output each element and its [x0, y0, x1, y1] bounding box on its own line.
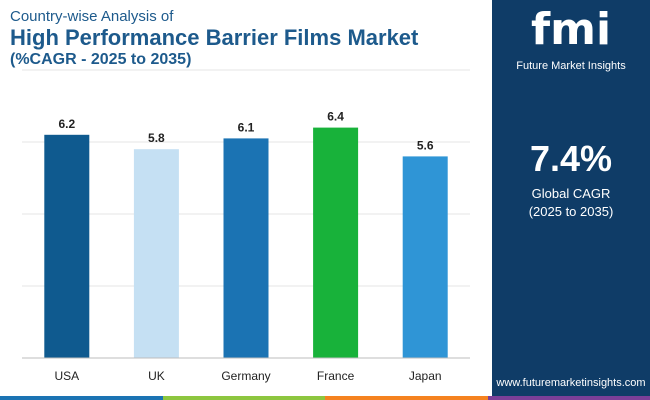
strip-segment-1 — [0, 396, 163, 400]
x-tick-label-usa: USA — [54, 369, 79, 383]
data-label-uk: 5.8 — [148, 131, 165, 145]
bar-germany — [223, 138, 269, 358]
fmi-logo: fmi Future Market Insights — [492, 0, 650, 80]
bar-japan — [402, 156, 448, 358]
chart-header: Country-wise Analysis of High Performanc… — [10, 7, 418, 70]
data-label-germany: 6.1 — [238, 120, 255, 134]
strip-segment-4 — [487, 396, 650, 400]
chart-title: High Performance Barrier Films Market — [10, 25, 419, 50]
logo-letters: fmi — [530, 4, 612, 55]
x-tick-label-france: France — [317, 369, 355, 383]
data-label-france: 6.4 — [327, 110, 344, 124]
data-label-usa: 6.2 — [58, 117, 75, 131]
chart-subtitle: (%CAGR - 2025 to 2035) — [10, 51, 192, 68]
website-link[interactable]: www.futuremarketinsights.com — [496, 377, 646, 389]
global-cagr-caption: Global CAGR — [531, 186, 611, 201]
data-label-japan: 5.6 — [417, 138, 434, 152]
side-panel: fmi Future Market Insights 7.4% Global C… — [492, 0, 650, 400]
bar-chart: 6.2 USA 5.8 UK 6.1 Germany 6.4 France 5.6 Japan — [22, 69, 470, 383]
bar-uk — [133, 149, 179, 358]
global-cagr-label: Global CAGR (2025 to 2035) — [492, 185, 650, 221]
x-tick-label-japan: Japan — [409, 369, 442, 383]
global-cagr-period: (2025 to 2035) — [528, 204, 614, 219]
x-tick-label-germany: Germany — [221, 369, 270, 383]
bottom-color-strip — [0, 396, 650, 400]
chart-kicker: Country-wise Analysis of — [10, 8, 174, 25]
bar-usa — [44, 134, 90, 358]
strip-segment-2 — [162, 396, 325, 400]
global-cagr-value: 7.4% — [529, 138, 613, 179]
bar-france — [313, 127, 359, 358]
logo-subtitle: Future Market Insights — [516, 60, 626, 72]
strip-segment-3 — [325, 396, 488, 400]
x-tick-label-uk: UK — [148, 369, 165, 383]
